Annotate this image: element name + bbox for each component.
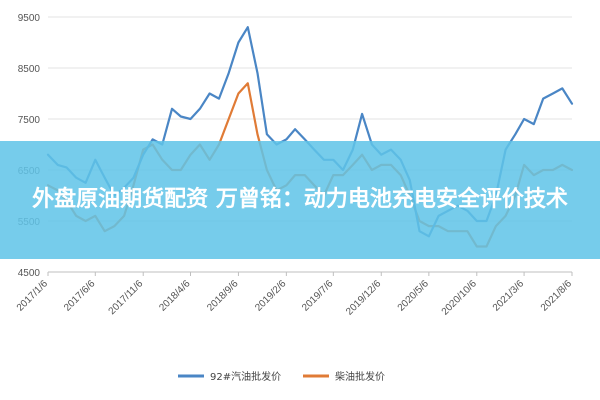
x-tick-label: 2017/11/6 [107,278,146,317]
y-tick-label: 7500 [18,115,41,126]
x-tick-label: 2019/2/6 [253,278,289,314]
x-tick-label: 2020/5/6 [396,278,432,314]
x-tick-label: 2017/6/6 [62,278,98,314]
x-tick-label: 2019/7/6 [300,278,336,314]
title-banner: 外盘原油期货配资 万曾铭：动力电池充电安全评价技术 [0,141,600,259]
x-axis: 2017/1/6 2017/6/6 2017/11/6 2018/4/6 2018/9/… [15,272,575,318]
y-tick-label: 8500 [18,64,41,75]
x-tick-label: 2017/1/6 [15,278,51,314]
x-tick-label: 2019/12/6 [344,278,384,318]
legend: 92#汽油批发价 柴油批发价 [178,370,385,383]
x-tick-label: 2018/4/6 [157,278,193,314]
x-tick-label: 2020/10/6 [440,278,480,318]
y-tick-label: 4500 [18,268,41,279]
x-tick-label: 2018/9/6 [205,278,241,314]
banner-title: 外盘原油期货配资 万曾铭：动力电池充电安全评价技术 [32,187,568,212]
legend-label: 柴油批发价 [335,370,385,383]
x-tick-label: 2021/8/6 [539,278,575,314]
legend-label: 92#汽油批发价 [210,370,281,383]
y-tick-label: 9500 [18,13,41,24]
x-tick-label: 2021/3/6 [491,278,527,314]
